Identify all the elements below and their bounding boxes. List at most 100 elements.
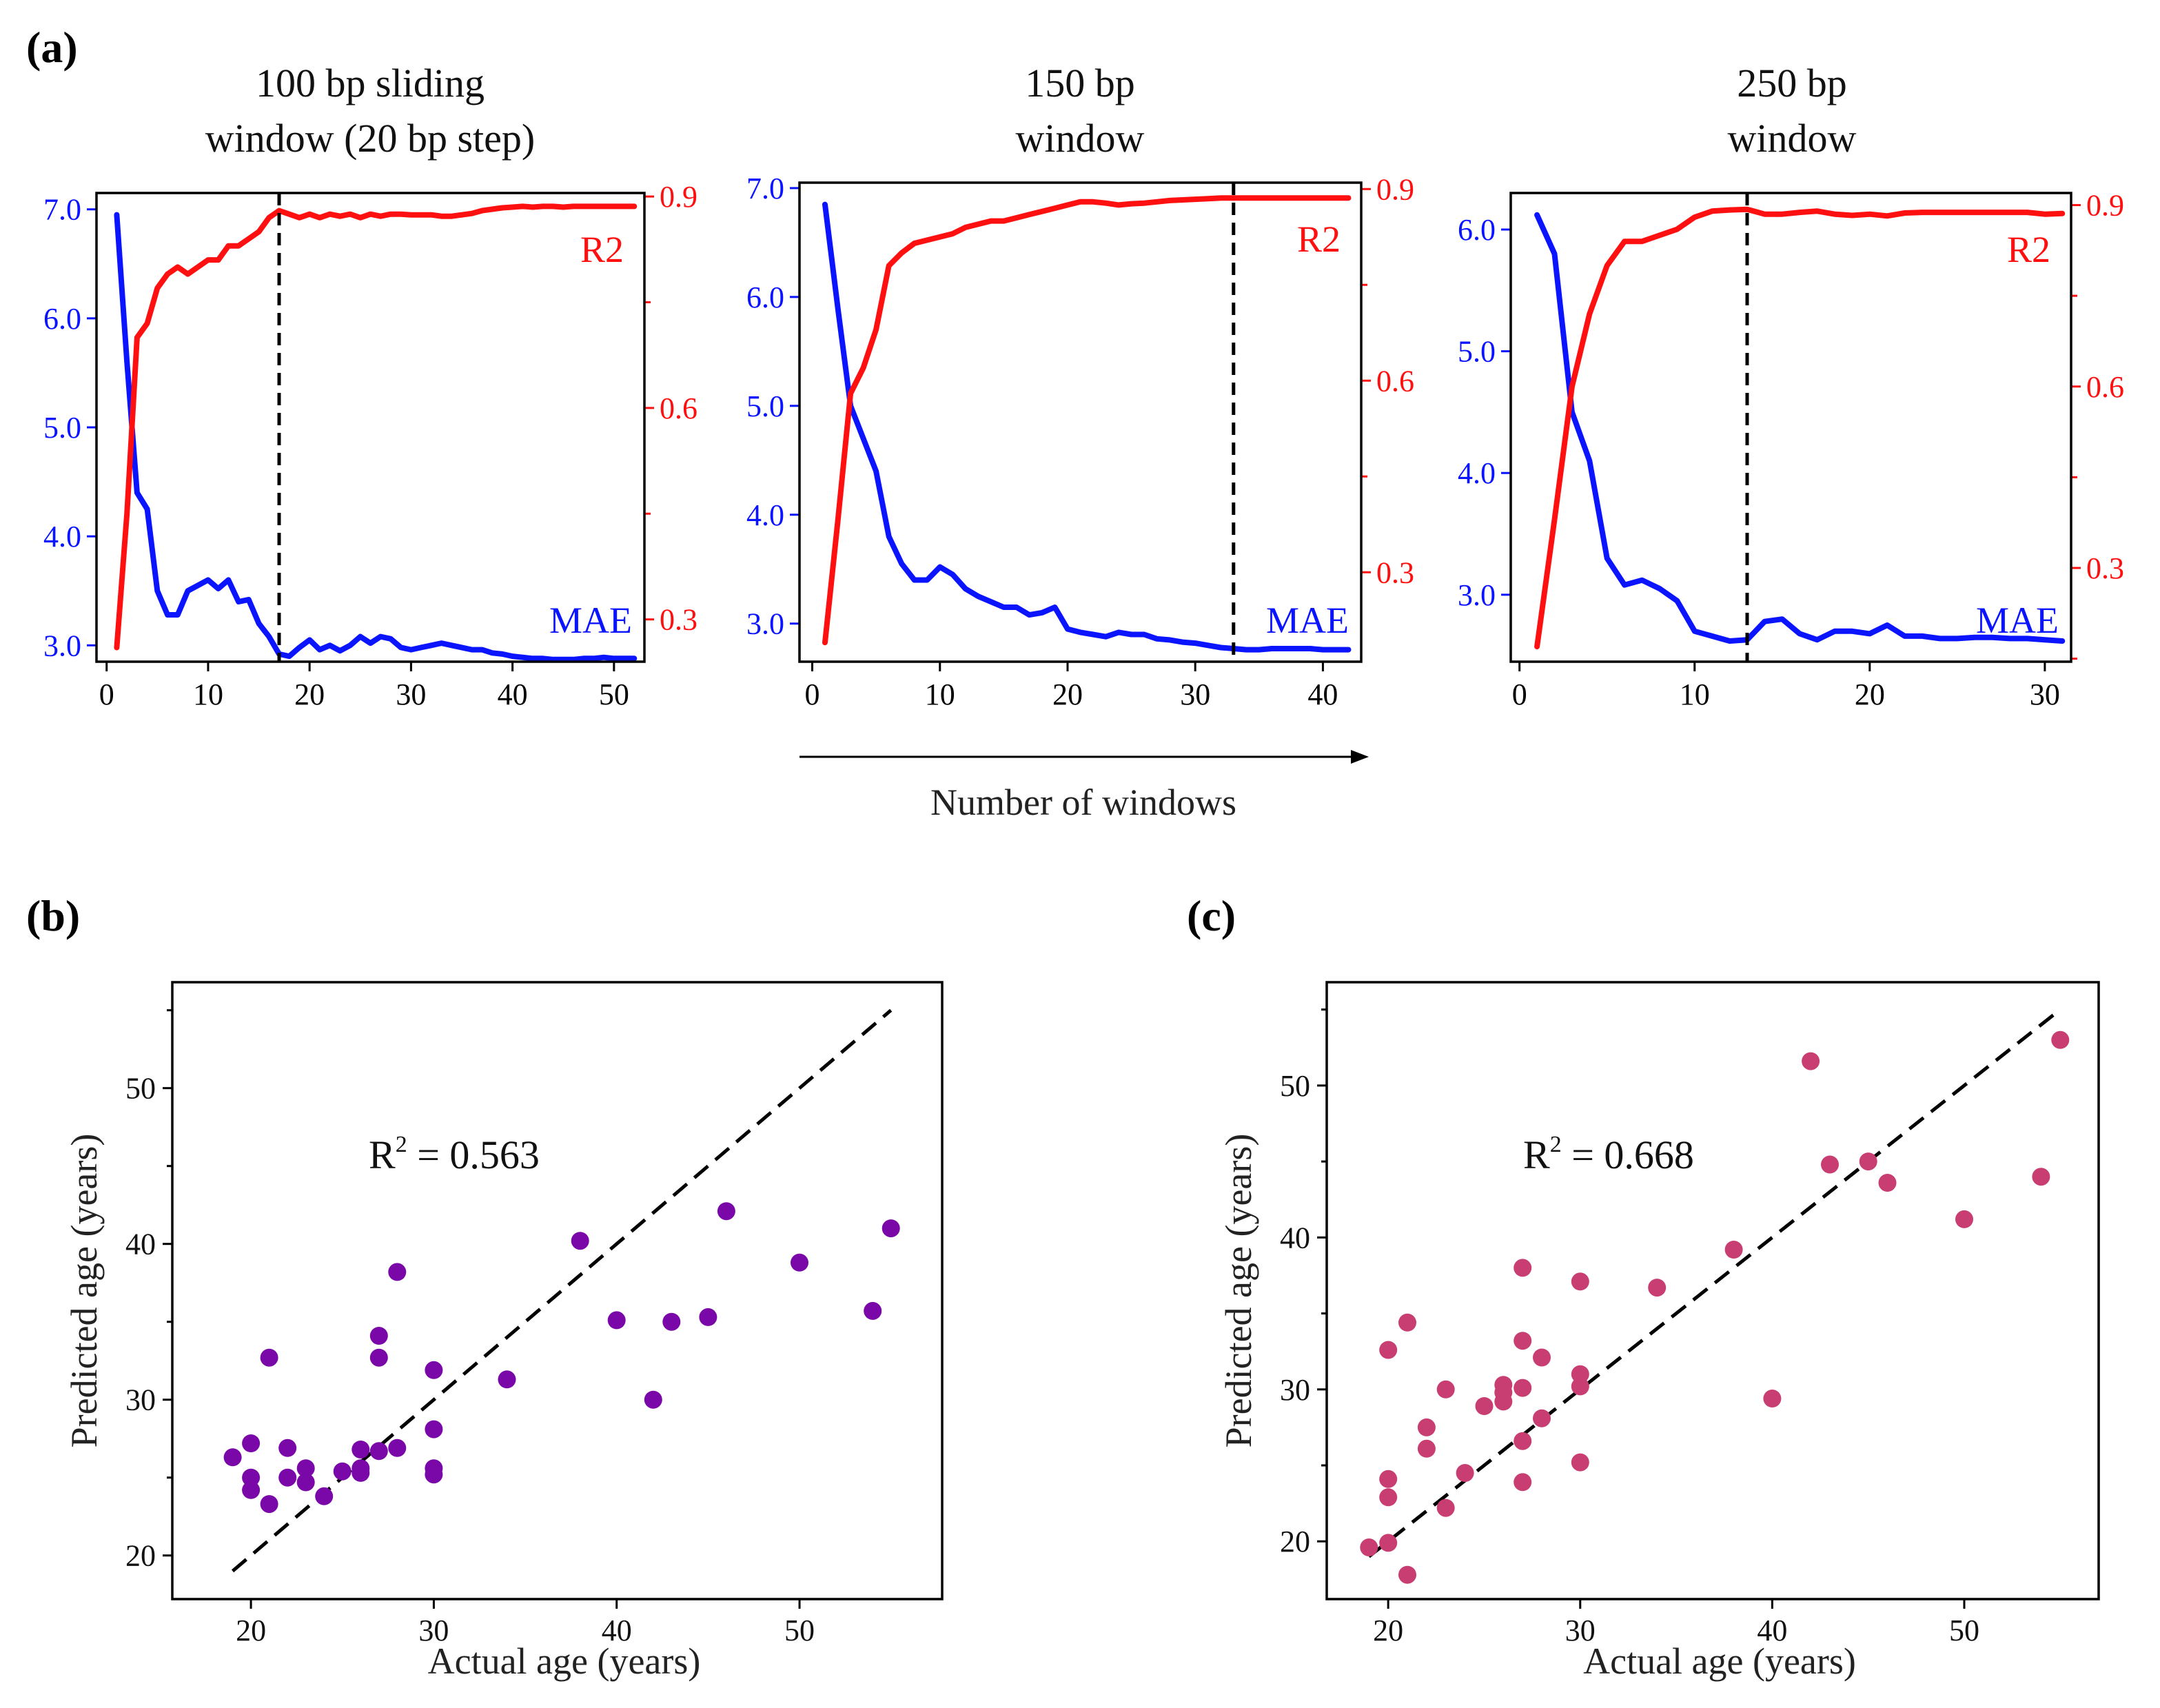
left-y-tick-label: 6.0 — [1458, 213, 1496, 247]
x-axis-label: Actual age (years) — [1583, 1640, 1856, 1682]
right-y-tick-label: 0.9 — [1376, 172, 1414, 206]
scatter-point — [369, 1348, 388, 1367]
panel-label-c: (c) — [1187, 891, 1236, 940]
plot-frame — [171, 981, 944, 1600]
scatter-point — [1571, 1377, 1589, 1396]
scatter-point — [1571, 1453, 1589, 1472]
left-y-tick-label: 4.0 — [43, 520, 81, 553]
scatter-point — [425, 1361, 443, 1379]
scatter-point — [296, 1473, 315, 1492]
y-axis-label: Predicted age (years) — [1218, 1134, 1259, 1448]
y-tick-label: 50 — [1280, 1069, 1310, 1103]
scatter-point — [1398, 1565, 1416, 1584]
plot-frame — [798, 181, 1363, 663]
right-y-tick-label: 0.9 — [2086, 189, 2124, 223]
chart-title-line-2: window — [1016, 116, 1145, 161]
scatter-point — [882, 1219, 900, 1238]
scatter-point — [1533, 1348, 1551, 1367]
x-tick-label: 50 — [1949, 1614, 1979, 1647]
series-line-mae — [1534, 212, 2066, 644]
series-label-mae: MAE — [549, 600, 632, 641]
scatter-point — [425, 1465, 443, 1484]
scatter-point — [1475, 1397, 1494, 1415]
scatter-point — [333, 1462, 351, 1481]
series-label-mae: MAE — [1976, 600, 2059, 641]
left-y-tick-label: 4.0 — [746, 498, 784, 532]
series-label-r2: R2 — [2007, 229, 2050, 270]
scatter-point — [260, 1348, 278, 1367]
scatter-point — [315, 1487, 334, 1505]
left-y-tick-label: 6.0 — [746, 281, 784, 314]
scatter-point — [369, 1442, 388, 1461]
x-tick-label: 10 — [925, 678, 955, 711]
scatter-point — [1417, 1418, 1436, 1436]
scatter-point — [1494, 1376, 1513, 1394]
scatter-chart-c: 20 30 40 50 20 30 40 50 Actual age (years) Predic… — [1218, 981, 2100, 1682]
left-y-tick-label: 5.0 — [746, 389, 784, 423]
right-y-tick-label: 0.6 — [2086, 370, 2124, 404]
scatter-point — [1821, 1155, 1839, 1174]
left-y-tick-label: 3.0 — [43, 629, 81, 662]
scatter-point — [1533, 1409, 1551, 1427]
plot-frame — [95, 192, 646, 663]
scatter-point — [1514, 1473, 1532, 1492]
series-line-r2 — [822, 195, 1352, 646]
left-y-tick-label: 7.0 — [43, 193, 81, 227]
shared-xlabel: Number of windows — [930, 782, 1236, 823]
x-tick-label: 50 — [784, 1614, 815, 1647]
series-line-r2 — [114, 203, 638, 651]
x-tick-label: 20 — [294, 678, 325, 711]
y-tick-label: 20 — [125, 1539, 156, 1573]
y-tick-label: 40 — [1280, 1221, 1310, 1254]
x-tick-label: 40 — [602, 1614, 632, 1647]
x-tick-label: 20 — [1052, 678, 1083, 711]
scatter-point — [1514, 1432, 1532, 1450]
scatter-point — [571, 1232, 589, 1250]
left-y-tick-label: 5.0 — [43, 411, 81, 445]
scatter-point — [242, 1468, 261, 1487]
series-label-mae: MAE — [1266, 600, 1349, 641]
scatter-point — [1379, 1488, 1398, 1507]
x-tick-label: 0 — [99, 678, 114, 711]
y-tick-label: 20 — [1280, 1525, 1310, 1558]
scatter-point — [498, 1370, 516, 1389]
scatter-point — [351, 1463, 370, 1482]
scatter-point — [1859, 1152, 1877, 1171]
x-tick-label: 30 — [1565, 1614, 1596, 1647]
left-y-tick-label: 3.0 — [1458, 578, 1496, 612]
line-chart-250bp: 250 bp window 0 10 20 30 3.0 4.0 5.0 6.0 0.3 0.6 0.9… — [1458, 61, 2124, 711]
x-tick-label: 50 — [599, 678, 629, 711]
x-tick-label: 10 — [1680, 678, 1710, 711]
chart-title-line-1: 100 bp sliding — [256, 61, 485, 105]
x-tick-label: 40 — [498, 678, 528, 711]
line-chart-100bp: 100 bp sliding window (20 bp step) 0 10 20 30… — [43, 61, 697, 711]
scatter-point — [260, 1495, 278, 1514]
scatter-point — [644, 1390, 662, 1409]
scatter-point — [1514, 1379, 1532, 1397]
scatter-point — [1724, 1241, 1743, 1259]
scatter-point — [607, 1311, 626, 1330]
right-y-tick-label: 0.3 — [1376, 556, 1414, 589]
left-y-tick-label: 6.0 — [43, 302, 81, 336]
scatter-point — [1379, 1470, 1398, 1488]
scatter-point — [699, 1308, 717, 1326]
left-y-tick-label: 3.0 — [746, 607, 784, 641]
identity-dashed-line — [1367, 1008, 2061, 1558]
x-tick-label: 40 — [1757, 1614, 1787, 1647]
series-label-r2: R2 — [1297, 218, 1341, 260]
line-chart-150bp: 150 bp window 0 10 20 30 40 3.0 4.0 5.0 6.0 7.0 0.3 0… — [746, 61, 1414, 711]
scatter-point — [1514, 1259, 1532, 1277]
scatter-point — [296, 1459, 315, 1478]
left-y-tick-label: 7.0 — [746, 172, 784, 205]
scatter-point — [242, 1481, 261, 1499]
scatter-point — [1417, 1439, 1436, 1458]
scatter-point — [1360, 1538, 1378, 1556]
r-squared-superscript: 2 — [1550, 1132, 1562, 1157]
scatter-point — [278, 1438, 297, 1457]
series-line-r2 — [1534, 206, 2066, 650]
left-y-tick-label: 4.0 — [1458, 456, 1496, 490]
x-tick-label: 0 — [805, 678, 820, 711]
scatter-point — [2032, 1168, 2050, 1186]
x-tick-label: 10 — [193, 678, 223, 711]
left-y-tick-label: 5.0 — [1458, 335, 1496, 369]
